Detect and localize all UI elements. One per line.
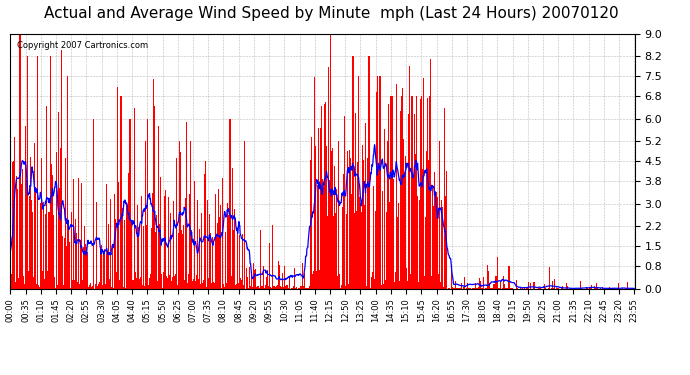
Text: Copyright 2007 Cartronics.com: Copyright 2007 Cartronics.com [17, 41, 148, 50]
Text: Actual and Average Wind Speed by Minute  mph (Last 24 Hours) 20070120: Actual and Average Wind Speed by Minute … [44, 6, 618, 21]
